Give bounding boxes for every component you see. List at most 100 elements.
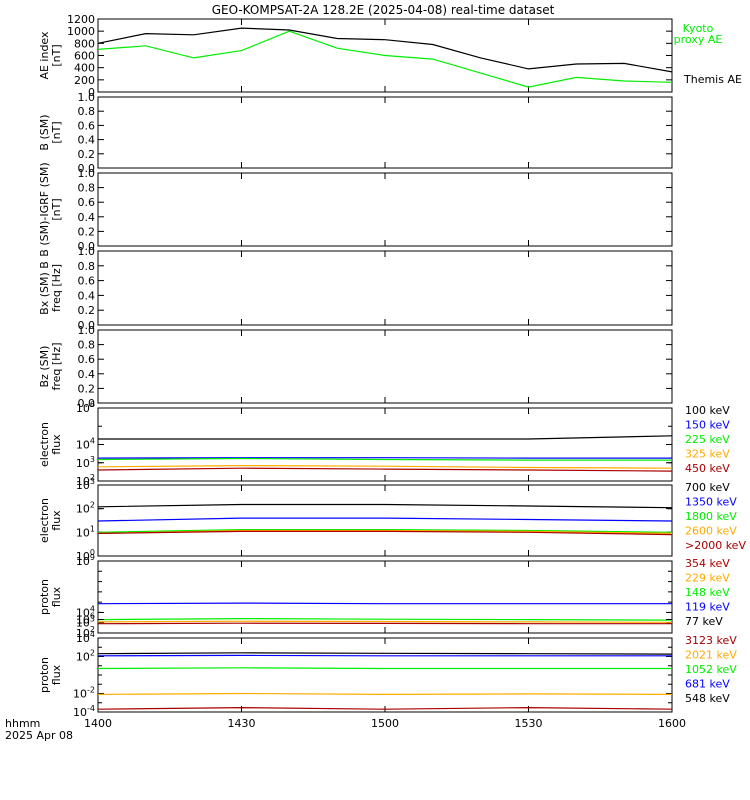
x-unit-label: hhmm <box>5 717 40 730</box>
y-axis-label: freq [Hz] <box>50 264 63 312</box>
y-tick-exponent: 4 <box>90 437 95 446</box>
y-tick-exponent: 2 <box>90 501 95 510</box>
legend-entry: 354 keV <box>685 557 730 570</box>
x-tick-label: 1530 <box>515 717 543 730</box>
legend-entry: 1800 keV <box>685 510 737 523</box>
y-tick-label: 0.0 <box>78 240 96 253</box>
series-line-5 <box>97 467 673 472</box>
y-axis-label: B (SM) <box>38 114 51 150</box>
legend-entry: 700 keV <box>685 481 730 494</box>
y-tick-label: 0.2 <box>78 304 96 317</box>
y-tick-exponent: 0 <box>90 548 95 557</box>
series-line-2 <box>97 30 673 88</box>
y-tick-label: 400 <box>74 62 95 75</box>
legend-entry: 2600 keV <box>685 525 737 538</box>
y-tick-label: 1.0 <box>78 324 96 337</box>
series-line-1 <box>97 503 673 509</box>
date-label: 2025 Apr 08 <box>5 729 73 742</box>
x-tick-label: 1400 <box>84 717 112 730</box>
panel-3: 0.0 0.20.4 0.60.8 1.0 B (SM)-IGRF (SM) [nT] <box>38 162 673 257</box>
legend-entry: 1052 keV <box>685 663 737 676</box>
y-tick-label: 0 <box>88 86 95 99</box>
y-tick-exponent: 2 <box>90 649 95 658</box>
legend-entry: 148 keV <box>685 586 730 599</box>
y-axis-label: B (SM)-IGRF (SM) <box>38 162 51 256</box>
y-tick-exponent: -2 <box>87 686 95 695</box>
legend-entry: 150 keV <box>685 419 730 432</box>
series-line-2 <box>97 620 673 623</box>
y-tick-label: 0.4 <box>78 289 96 302</box>
y-tick-label: 1.0 <box>78 91 96 104</box>
y-tick-label: 0.4 <box>78 134 96 147</box>
y-tick-exponent: 3 <box>90 477 95 486</box>
y-axis-label: [nT] <box>50 44 63 66</box>
panel-2: 0.00.20.4 0.60.81.0 B (SM) [nT] <box>38 91 673 175</box>
legend-entry: Themis AE <box>683 73 742 86</box>
y-axis-label: flux <box>50 510 63 531</box>
y-tick-label: 200 <box>74 74 95 87</box>
y-tick-label: 104 <box>76 630 95 645</box>
panel-frame <box>97 250 673 326</box>
x-tick-label: 1430 <box>228 717 256 730</box>
y-tick-label: 600 <box>74 50 95 63</box>
y-tick-label: 109 <box>76 553 95 568</box>
legend-entry: 548 keV <box>685 692 730 705</box>
y-tick-label: 0.2 <box>78 225 96 238</box>
y-tick-exponent: 4 <box>90 604 95 613</box>
y-tick-label: 1.0 <box>78 245 96 258</box>
legend-entry: Kyoto <box>683 22 714 35</box>
series-line-3 <box>97 457 672 461</box>
y-axis-label: Bz (SM) <box>38 346 51 388</box>
y-axis-label: electron <box>38 498 51 543</box>
legend-entry: 325 keV <box>685 448 730 461</box>
y-tick-label: 0.6 <box>78 196 96 209</box>
y-tick-label: 0.6 <box>78 275 96 288</box>
legend-entry: 681 keV <box>685 678 730 691</box>
y-axis-label: freq [Hz] <box>50 342 63 390</box>
y-tick-label: 0.6 <box>78 353 96 366</box>
y-tick-exponent: 9 <box>90 553 95 562</box>
y-axis-label: flux <box>50 434 63 455</box>
y-tick-label: 104 <box>76 437 95 452</box>
plot-title: GEO-KOMPSAT-2A 128.2E (2025-04-08) real-… <box>212 3 555 17</box>
legend-entry: 229 keV <box>685 572 730 585</box>
y-tick-exponent: 2 <box>90 625 95 634</box>
y-tick-label: 102 <box>76 501 95 516</box>
y-tick-exponent: -4 <box>87 704 95 713</box>
series-line-1 <box>97 622 672 625</box>
y-axis-label: electron <box>38 422 51 467</box>
legend-entry: 100 keV <box>685 404 730 417</box>
y-tick-label: 1.0 <box>78 167 96 180</box>
y-tick-exponent: 4 <box>90 630 95 639</box>
y-axis-label: Bx (SM) B <box>38 261 51 315</box>
y-tick-label: 0.8 <box>78 260 96 273</box>
legend-entry: >2000 keV <box>685 539 746 552</box>
y-axis-label: flux <box>50 586 63 607</box>
legend-entry: 225 keV <box>685 433 730 446</box>
y-tick-exponent: 6 <box>90 612 95 621</box>
series-line-4 <box>97 464 673 469</box>
y-tick-label: 0.4 <box>78 368 96 381</box>
y-tick-label: 0.8 <box>78 182 96 195</box>
y-tick-label: 1200 <box>67 13 95 26</box>
y-axis-label: proton <box>38 579 51 615</box>
series-line-2 <box>97 692 673 696</box>
series-line-1 <box>97 27 673 73</box>
y-tick-label: 102 <box>76 649 95 664</box>
x-tick-label: 1600 <box>658 717 686 730</box>
y-tick-label: 101 <box>76 524 95 539</box>
series-line-3 <box>97 667 672 670</box>
y-axis-label: flux <box>50 664 63 685</box>
y-tick-label: 106 <box>76 400 95 415</box>
y-axis-label: proton <box>38 657 51 693</box>
y-tick-label: 103 <box>76 477 95 492</box>
y-tick-label: 0.2 <box>78 148 96 161</box>
x-tick-label: 1500 <box>371 717 399 730</box>
series-line-5 <box>97 530 673 536</box>
y-tick-label: 800 <box>74 37 95 50</box>
